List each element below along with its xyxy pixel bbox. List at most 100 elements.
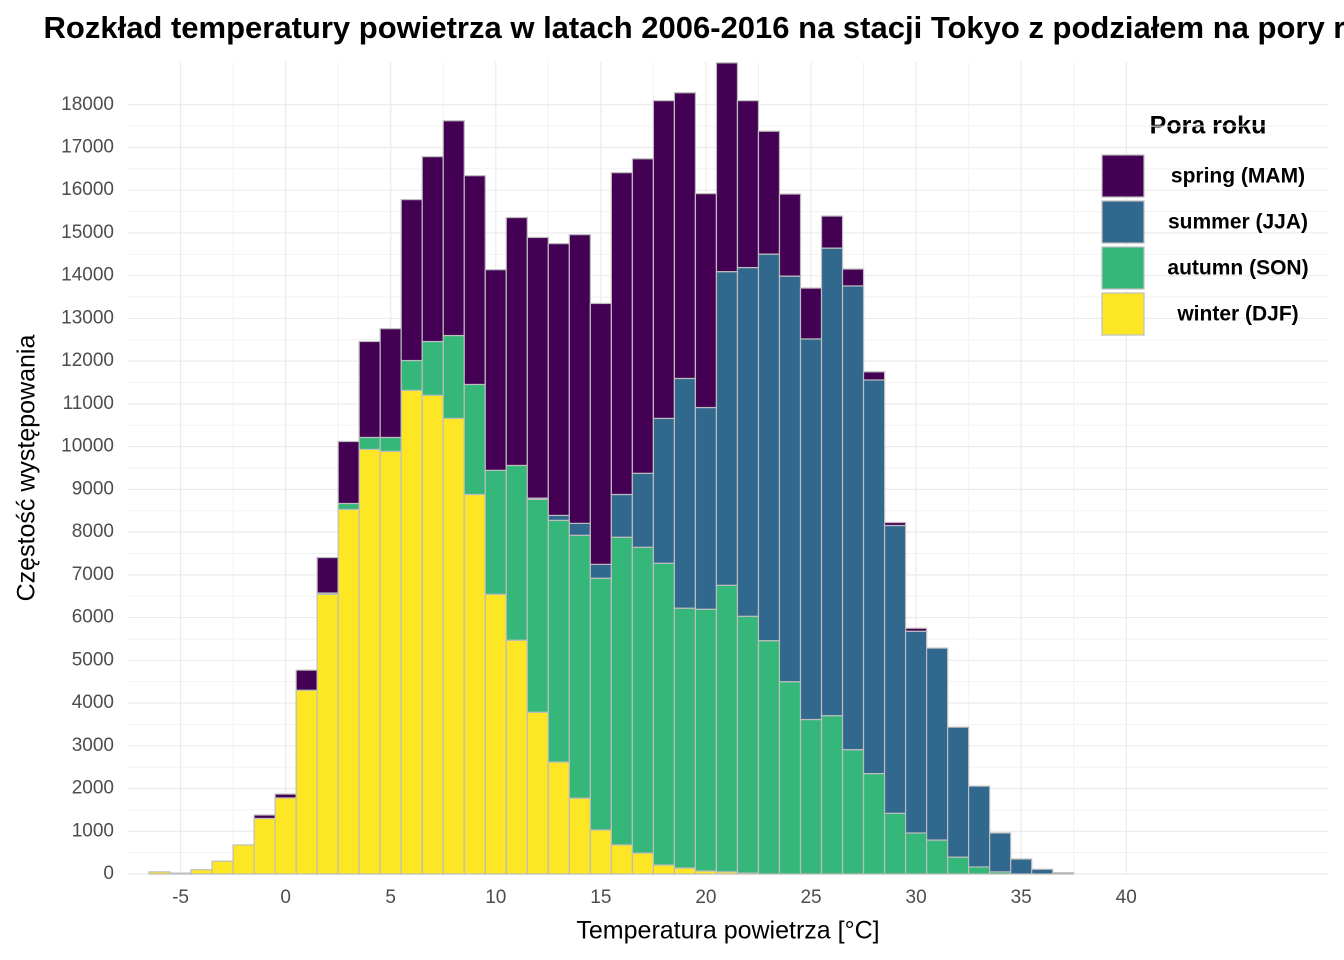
bar [968, 785, 991, 868]
y-tick-label: 9000 [72, 478, 114, 499]
y-tick-label: 6000 [72, 607, 114, 628]
bar [631, 472, 654, 548]
bar [379, 328, 402, 439]
bar [547, 514, 570, 521]
bar [547, 243, 570, 517]
bar [421, 394, 444, 875]
bar [421, 340, 444, 396]
bar [652, 864, 676, 875]
bar [631, 546, 654, 854]
bar [989, 832, 1012, 873]
y-tick-label: 14000 [61, 265, 114, 286]
bar [148, 871, 171, 875]
bar [274, 793, 297, 799]
bar [736, 615, 760, 874]
bar [379, 436, 402, 452]
bar [715, 62, 739, 273]
bar [610, 844, 633, 875]
bar [631, 158, 654, 474]
y-axis-title: Częstość występowania [13, 335, 41, 602]
x-tick-label: 20 [695, 887, 716, 908]
legend-label: spring (MAM) [1171, 165, 1305, 188]
bar [442, 417, 465, 875]
bar [673, 867, 697, 875]
bar [862, 772, 886, 875]
bar [610, 493, 633, 538]
bar [673, 92, 697, 380]
bar [820, 215, 844, 249]
bar [169, 872, 192, 875]
bar [484, 269, 507, 471]
y-tick-label: 11000 [63, 393, 114, 414]
bar [358, 340, 381, 439]
bar [379, 450, 402, 875]
bar [295, 689, 318, 875]
bar [589, 563, 612, 579]
bar [673, 607, 697, 869]
bar [862, 379, 886, 775]
bar [883, 521, 907, 527]
y-tick-label: 0 [103, 863, 114, 884]
y-tick-label: 8000 [72, 521, 114, 542]
bar [841, 749, 865, 875]
bar [968, 866, 991, 875]
y-tick-label: 13000 [61, 307, 114, 328]
bar [526, 236, 549, 499]
x-axis-title: Temperatura powietrza [°C] [576, 917, 879, 945]
bar [274, 797, 297, 875]
bar [947, 726, 970, 858]
y-tick-label: 12000 [61, 350, 114, 371]
bar [841, 268, 865, 287]
bar [652, 417, 676, 564]
bar [526, 498, 549, 713]
bar [947, 856, 970, 875]
bar [547, 519, 570, 763]
bar [316, 593, 339, 875]
bar [757, 130, 781, 255]
bar [652, 100, 676, 420]
bar [694, 193, 718, 409]
bar [757, 253, 781, 642]
bar [568, 522, 591, 536]
y-tick-label: 5000 [72, 649, 114, 670]
chart-title: Rozkład temperatury powietrza w latach 2… [44, 10, 1344, 45]
bar [694, 406, 718, 610]
bar [589, 577, 612, 831]
x-tick-label: 0 [280, 887, 291, 908]
bar [232, 844, 255, 875]
x-tick-label: 15 [590, 887, 611, 908]
y-tick-label: 18000 [61, 94, 114, 115]
legend-swatch [1101, 292, 1145, 336]
bar [190, 869, 213, 875]
bar [484, 593, 507, 875]
bar [841, 285, 865, 751]
legend-swatch [1101, 154, 1145, 198]
bar [337, 508, 360, 875]
legend-label: summer (JJA) [1168, 211, 1308, 234]
bar [862, 371, 886, 381]
bar [778, 275, 802, 683]
bar [211, 860, 234, 875]
bar [568, 797, 591, 875]
y-tick-label: 1000 [72, 820, 114, 841]
bar [904, 832, 928, 875]
y-tick-label: 2000 [72, 778, 114, 799]
bar [400, 199, 423, 362]
x-tick-label: 40 [1116, 887, 1137, 908]
y-tick-label: 7000 [72, 564, 114, 585]
y-tick-label: 17000 [61, 136, 114, 157]
legend-swatch [1101, 246, 1145, 290]
legend-label: winter (DJF) [1176, 303, 1298, 326]
bar [400, 389, 423, 875]
y-tick-label: 16000 [61, 179, 114, 200]
bar [652, 562, 676, 866]
bar [337, 440, 360, 505]
bar [736, 266, 760, 617]
bar [442, 334, 465, 420]
bar [589, 829, 612, 875]
bar [631, 852, 654, 875]
bar [736, 100, 760, 269]
bar [358, 448, 381, 875]
bar [568, 234, 591, 524]
